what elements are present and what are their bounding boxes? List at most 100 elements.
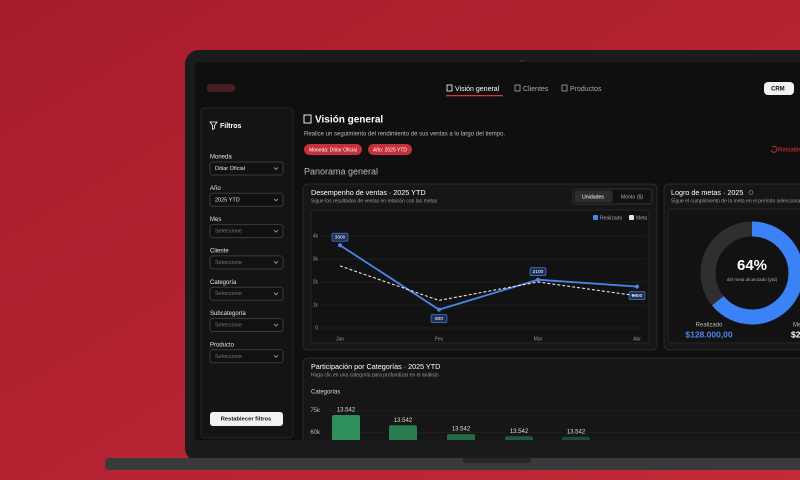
bar[interactable] [505,436,533,460]
select-box[interactable] [209,161,284,176]
field-label: Moneda [210,155,232,161]
point-label-box [529,267,547,277]
point-label: 2100 [533,269,544,275]
bar-label: 13.542 [567,429,586,435]
x-tick-label: Fev [435,336,444,342]
y-tick-label: 1k [313,302,319,308]
reset-label[interactable]: Restablecer filtros [221,417,272,423]
stat-value: $200.000,00 [791,329,800,339]
select-value[interactable]: Dólar Oficial [215,166,245,172]
bar-label: 13.542 [337,408,356,414]
point-label: 1800 [632,293,643,299]
chart-subtitle: Haga clic en una categoría para profundi… [311,372,439,378]
select-box[interactable] [209,192,284,207]
chip-label[interactable]: Año: 2025 YTD [373,147,407,153]
select-value[interactable]: Seleccione [215,260,242,266]
info-icon [748,190,754,195]
select-box[interactable] [209,318,284,332]
select-value[interactable]: Seleccione [215,322,242,328]
chevron [273,167,279,171]
donut-caption: del meta alcanzado (ytd) [727,277,778,282]
chip-label[interactable]: Moneda: Dólar Oficial [309,147,357,153]
series-line [339,265,638,301]
chevron [273,323,279,327]
header-reset[interactable]: Restablecer [778,148,800,154]
axis-label: Categorías [311,390,340,396]
chart-title: Desempenho de ventas · 2025 YTD [311,188,426,197]
donut-value: 64% [737,257,767,274]
point-label: 3600 [335,234,346,240]
tab-icon[interactable] [514,84,521,92]
laptop-base [105,458,800,470]
select-value[interactable]: Seleccione [215,229,242,235]
nav-tab[interactable]: Productos [570,86,602,93]
toggle-option[interactable]: Unidades [582,194,604,200]
select-box[interactable] [209,286,284,301]
point [338,243,342,248]
reset-button[interactable] [210,412,283,426]
crm-label[interactable]: CRM [771,87,785,93]
legend-swatch [593,215,598,220]
section-title: Panorama general [304,166,378,176]
select-box[interactable] [209,349,284,364]
plot-panel [310,209,650,344]
field-label: Año [210,186,221,192]
point-label: 800 [435,316,443,322]
tab-icon[interactable] [561,84,568,92]
select-value[interactable]: Seleccione [215,291,242,297]
point [635,284,639,289]
select-box[interactable] [209,255,284,270]
point [536,277,540,282]
bar[interactable] [332,414,360,460]
select-value[interactable]: 2025 YTD [215,197,240,203]
bar-label: 13.542 [452,427,471,433]
x-tick-label: Jan [336,336,344,342]
page-title: Visión general [315,115,383,126]
chevron [273,292,279,296]
reset-icon [770,145,778,153]
chevron [273,229,279,233]
stat-label: Realizado [696,323,723,329]
chevron [273,198,279,202]
select-box[interactable] [209,224,284,239]
legend-swatch [629,215,634,220]
stat-value: $128.000,00 [685,329,733,339]
page-subtitle: Realice un seguimiento del rendimiento d… [304,132,505,138]
nav-tab[interactable]: Clientes [523,86,549,93]
chart-subtitle: Sigue el cumplimiento de la meta en el p… [671,198,800,204]
chevron [273,355,279,358]
sidebar-title: Filtros [220,123,241,130]
laptop-notch [463,458,531,463]
bar-label: 13.542 [510,429,529,435]
tab-icon[interactable] [446,84,453,92]
y-tick-label: 3k [313,256,319,262]
point-label-box [331,232,349,242]
filter-chip[interactable] [304,144,362,155]
toggle-option[interactable]: Monto ($) [621,194,643,200]
y-tick-label: 2k [313,279,319,285]
chevron [273,261,279,264]
filter-chip[interactable] [368,144,412,155]
chart-subtitle: Sigue los resultados de ventas en relaci… [311,198,438,204]
point-label-box [430,314,448,323]
bar-label: 13.542 [394,418,413,424]
y-tick-label: 4k [313,233,319,239]
legend-label: Realizado [600,215,622,221]
donut-arc [700,221,800,325]
logo [207,84,235,92]
y-tick-label: 60k [310,430,321,436]
toggle-active[interactable] [574,190,613,203]
select-value[interactable]: Seleccione [215,354,242,360]
y-tick-label: 0 [315,325,318,331]
chart-title: Logro de metas · 2025 [671,188,743,197]
y-tick-label: 75k [310,408,321,414]
bar[interactable] [389,425,417,460]
nav-tab[interactable]: Visión general [455,86,500,93]
point [437,307,441,312]
bar[interactable] [447,434,475,460]
x-tick-label: Mar [534,336,543,342]
crm-button[interactable] [764,82,794,95]
bar[interactable] [562,436,590,460]
chart-title: Participación por Categorías · 2025 YTD [311,362,440,371]
field-label: Cliente [210,248,229,254]
